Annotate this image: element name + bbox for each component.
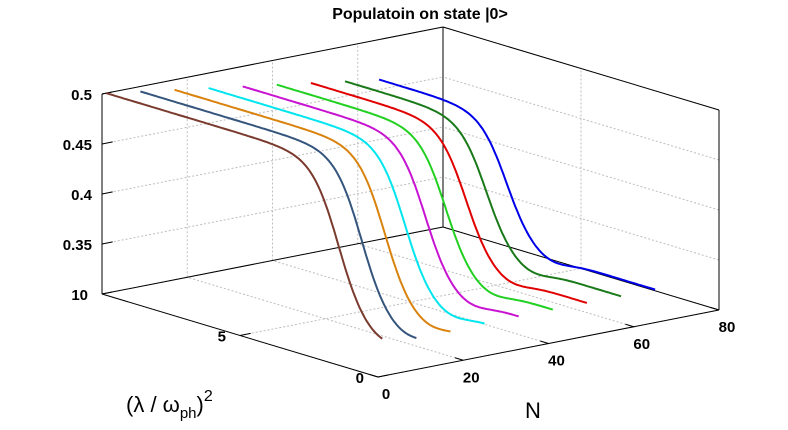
z-tick-mark-0 [101, 241, 113, 245]
box-edge-floor-back [101, 226, 444, 295]
x-axis-label: N [525, 398, 541, 423]
box-edge-top-back [101, 26, 444, 95]
y-label-superscript: 2 [204, 388, 213, 405]
series-line-3 [208, 87, 485, 325]
y-tick-mark-1 [239, 332, 251, 336]
y-label-subscript: ph [180, 405, 197, 422]
box-edge-top-right [442, 26, 720, 111]
series-line-5 [276, 83, 554, 311]
x-tick-mark-2 [540, 340, 549, 344]
y-tick-label-1: 5 [218, 329, 226, 346]
z-tick-label-0: 0.35 [63, 237, 92, 254]
z-tick-label-1: 0.4 [71, 187, 93, 204]
grid-sidewall-h-2 [442, 76, 720, 161]
y-tick-label-2: 10 [71, 287, 88, 304]
chart-title: Populatoin on state |0> [332, 6, 508, 23]
y-axis-label: (λ / ωph)2 [126, 388, 213, 422]
series-group [106, 78, 656, 340]
series-line-6 [310, 82, 588, 304]
y-tick-mark-2 [101, 291, 113, 295]
z-tick-mark-2 [101, 141, 113, 145]
y-label-omega: / ω [144, 392, 180, 417]
x-tick-label-4: 80 [719, 319, 736, 336]
x-tick-mark-0 [369, 374, 379, 378]
grid-backwall-h-2 [101, 76, 444, 145]
tick-labels: 0 20 40 60 80 0 5 10 0.35 0.4 0.45 0.5 [63, 87, 736, 403]
series-line-8 [378, 78, 656, 291]
grid-sidewall-h-0 [442, 176, 720, 261]
x-tick-mark-4 [710, 307, 720, 311]
x-tick-mark-1 [454, 357, 464, 361]
series-line-4 [242, 85, 519, 318]
y-label-open: ( [126, 392, 134, 417]
y-tick-label-0: 0 [356, 370, 364, 387]
x-tick-mark-3 [625, 323, 634, 328]
grid-floor-n-1 [187, 276, 464, 361]
y-tick-mark-0 [377, 374, 389, 378]
z-tick-mark-1 [101, 191, 113, 195]
series-line-1 [140, 90, 417, 339]
series-line-7 [344, 80, 622, 298]
x-tick-label-1: 20 [463, 369, 480, 386]
series-line-2 [174, 88, 451, 333]
y-label-lambda: λ [133, 392, 144, 417]
x-tick-label-3: 60 [633, 336, 650, 353]
z-tick-label-3: 0.5 [71, 87, 92, 104]
x-tick-label-0: 0 [382, 386, 390, 403]
series-line-0 [106, 92, 383, 340]
axes [101, 26, 720, 378]
grid-backwall-h-0 [101, 176, 444, 245]
z-tick-label-2: 0.45 [63, 137, 92, 154]
x-tick-label-2: 40 [548, 353, 565, 370]
y-label-close: ) [197, 392, 204, 417]
